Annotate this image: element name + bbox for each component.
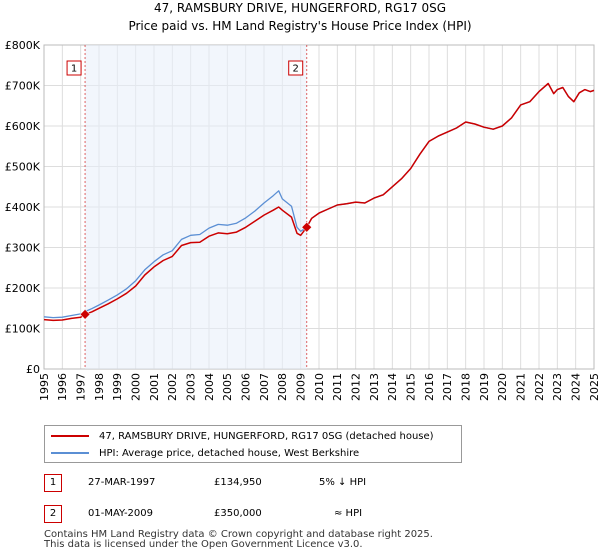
legend-swatch-property: [51, 435, 89, 437]
legend-item-hpi: HPI: Average price, detached house, West…: [51, 445, 359, 461]
y-tick-label: £100K: [5, 323, 41, 336]
y-tick-label: £400K: [5, 201, 41, 214]
legend-label-hpi: HPI: Average price, detached house, West…: [99, 447, 360, 459]
transaction-badge: 1: [44, 474, 62, 492]
x-tick-label: 2009: [295, 373, 308, 401]
plot-border: [43, 44, 595, 370]
x-tick-label: 1998: [93, 373, 106, 401]
legend-item-property: 47, RAMSBURY DRIVE, HUNGERFORD, RG17 0SG…: [51, 428, 434, 444]
marker-box: [66, 60, 82, 76]
x-tick-label: 2011: [331, 373, 344, 401]
property-line: [43, 82, 595, 322]
footer-licence: This data is licensed under the Open Gov…: [44, 539, 363, 550]
marker-label: 1: [71, 64, 77, 75]
x-tick-label: 2005: [221, 373, 234, 401]
legend-swatch-hpi: [51, 452, 89, 454]
transaction-hpi: 5% ↓ HPI: [319, 477, 367, 488]
x-tick-label: 2012: [350, 373, 363, 401]
y-tick-label: £200K: [5, 282, 41, 295]
x-tick-label: 2018: [460, 373, 473, 401]
footer-copyright: Contains HM Land Registry data © Crown c…: [44, 529, 433, 540]
x-tick-label: 2019: [478, 373, 491, 401]
x-tick-label: 2000: [130, 373, 143, 401]
ownership-span: [85, 45, 307, 369]
x-tick-label: 2003: [185, 373, 198, 401]
chart-title: 47, RAMSBURY DRIVE, HUNGERFORD, RG17 0SG: [154, 1, 446, 15]
x-tick-label: 2016: [423, 373, 436, 401]
x-tick-label: 2010: [313, 373, 326, 401]
y-tick-label: £0: [26, 363, 40, 376]
x-tick-label: 1999: [111, 373, 124, 401]
x-tick-label: 2002: [166, 373, 179, 401]
x-tick-label: 1995: [38, 373, 51, 401]
x-tick-label: 2023: [551, 373, 564, 401]
x-tick-label: 2006: [240, 373, 253, 401]
y-tick-label: £600K: [5, 120, 41, 133]
x-tick-label: 2015: [405, 373, 418, 401]
footer: Contains HM Land Registry data © Crown c…: [44, 530, 433, 550]
x-tick-label: 2021: [515, 373, 528, 401]
legend: 47, RAMSBURY DRIVE, HUNGERFORD, RG17 0SG…: [44, 425, 462, 463]
x-tick-label: 2020: [496, 373, 509, 401]
price-chart: 47, RAMSBURY DRIVE, HUNGERFORD, RG17 0SG…: [5, 1, 600, 401]
x-tick-label: 2004: [203, 373, 216, 401]
x-tick-label: 2025: [588, 373, 600, 401]
transaction-price: £134,950: [214, 477, 262, 488]
x-axis-ticks: 1995 1996 1997 1998 1999 2000 2001 2002 2003 2004…: [38, 373, 600, 401]
transaction-price: £350,000: [214, 508, 262, 519]
x-tick-label: 2013: [368, 373, 381, 401]
y-tick-label: £800K: [5, 39, 41, 52]
transaction-badge: 2: [44, 505, 62, 523]
x-tick-label: 2001: [148, 373, 161, 401]
x-tick-label: 2014: [386, 373, 399, 401]
y-tick-label: £300K: [5, 242, 41, 255]
series-lines: [43, 82, 595, 322]
marker-box: [288, 60, 304, 76]
x-tick-label: 2024: [570, 373, 583, 401]
transaction-date: 27-MAR-1997: [88, 477, 156, 488]
x-tick-label: 2022: [533, 373, 546, 401]
transaction-hpi: ≈ HPI: [334, 508, 363, 519]
transaction-date: 01-MAY-2009: [88, 508, 154, 519]
x-tick-label: 2008: [276, 373, 289, 401]
chart-subtitle: Price paid vs. HM Land Registry's House …: [128, 19, 471, 33]
x-tick-label: 2007: [258, 373, 271, 401]
x-tick-label: 1996: [56, 373, 69, 401]
ownership-shading: [84, 45, 308, 369]
y-tick-label: £500K: [5, 161, 41, 174]
y-tick-label: £700K: [5, 80, 41, 93]
marker-label: 2: [293, 64, 299, 75]
x-tick-label: 2017: [441, 373, 454, 401]
y-axis-ticks: £0 £100K £200K £300K £400K £500K £600K £700K £80…: [5, 39, 41, 376]
x-tick-label: 1997: [75, 373, 88, 401]
legend-label-property: 47, RAMSBURY DRIVE, HUNGERFORD, RG17 0SG…: [99, 430, 434, 442]
sale-point: [79, 309, 91, 320]
sale-point: [301, 221, 313, 233]
